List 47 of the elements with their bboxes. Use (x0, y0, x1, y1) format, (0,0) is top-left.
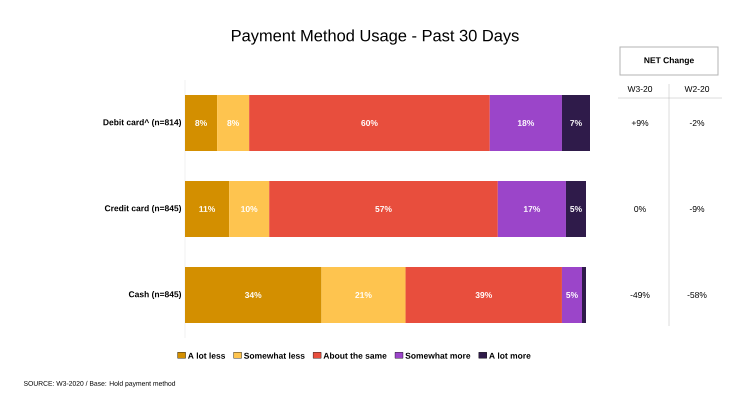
bar (229, 181, 270, 238)
legend-label: Somewhat less (244, 352, 305, 359)
bar (562, 95, 590, 152)
data-label: 5% (566, 292, 578, 298)
text: +9% (632, 120, 648, 126)
data-label: 7% (570, 120, 582, 126)
data-label: 8% (195, 120, 207, 126)
legend-label: About the same (324, 352, 387, 359)
bar (406, 267, 562, 324)
data-label: 21% (355, 292, 372, 298)
data-label: 11% (199, 206, 216, 212)
bar (498, 181, 566, 238)
bar (582, 267, 586, 324)
bar (249, 95, 490, 152)
chart-title: Payment Method Usage - Past 30 Days (232, 29, 519, 45)
y-tick-label: Cash (n=845) (128, 291, 182, 299)
y-tick-label: Credit card (n=845) (104, 205, 182, 213)
bar (321, 267, 406, 324)
legend-label: Somewhat more (405, 352, 470, 359)
text: 0% (634, 206, 646, 212)
text: W3-20 (628, 86, 652, 92)
data-label: 39% (475, 292, 492, 298)
bar (185, 267, 322, 324)
data-label: 18% (518, 120, 534, 126)
data-label: 5% (570, 206, 582, 212)
data-label: 17% (524, 206, 540, 212)
data-label: 10% (241, 206, 258, 212)
data-label: 8% (227, 120, 240, 126)
bar (566, 181, 586, 238)
bar (185, 181, 230, 238)
text: NET Change (644, 57, 694, 65)
text: -2% (690, 120, 704, 126)
text: W2-20 (684, 86, 710, 92)
bar (185, 95, 218, 152)
y-tick-label: Debit card^ (n=814) (103, 119, 182, 127)
bar (562, 267, 582, 324)
legend-label: A lot less (188, 352, 226, 359)
data-label: 60% (361, 120, 378, 126)
text: -58% (687, 292, 707, 298)
data-label: 57% (375, 206, 392, 212)
data-label: 34% (244, 292, 262, 298)
bar (217, 95, 250, 152)
bar (269, 181, 498, 238)
legend-label: A lot more (489, 352, 531, 359)
bar (490, 95, 562, 152)
text: -9% (690, 206, 704, 212)
text: -49% (630, 292, 650, 298)
